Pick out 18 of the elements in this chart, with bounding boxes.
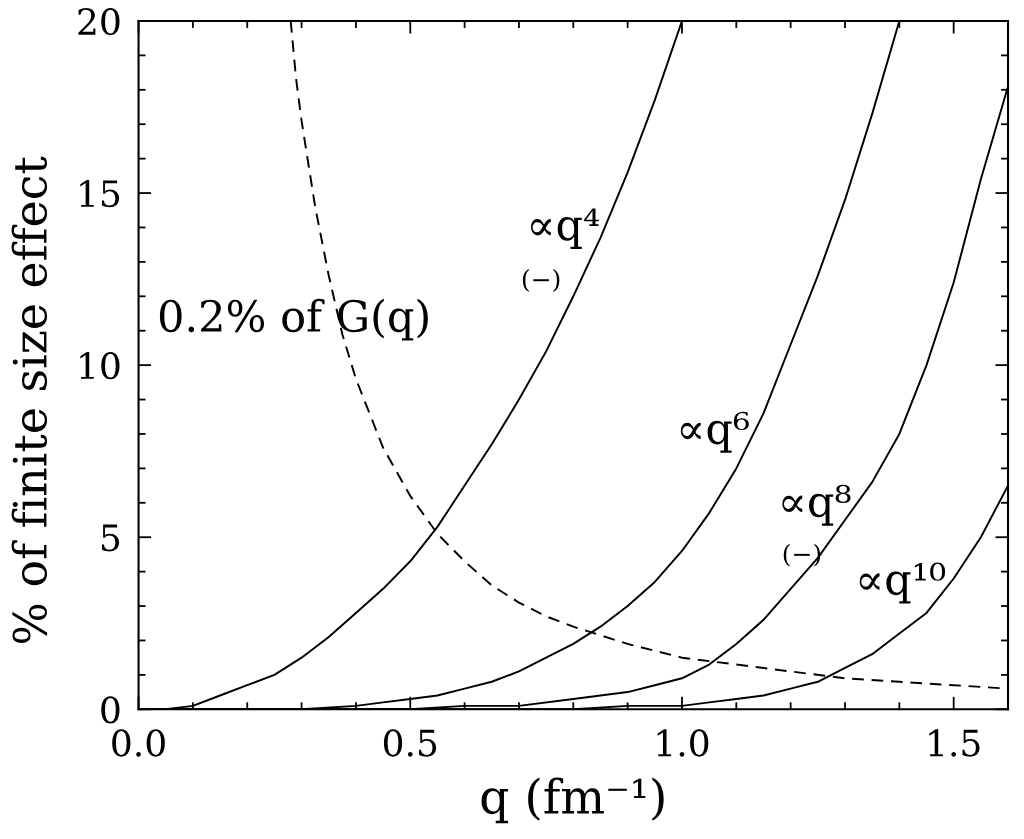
legend-label: ∝q¹⁰ xyxy=(859,562,946,604)
y-axis-title: % of finite size effect xyxy=(11,156,48,644)
series-label: ∝q⁸ xyxy=(782,484,851,526)
x-tick-label: 0.5 xyxy=(383,729,437,757)
x-tick-label: 1.0 xyxy=(657,729,709,757)
annotation: (−) xyxy=(783,543,821,567)
y-tick-label: 20 xyxy=(78,7,120,36)
y-tick-label: 10 xyxy=(80,352,120,380)
x-tick-label: 0.0 xyxy=(112,729,165,757)
annotation: (−) xyxy=(522,269,560,292)
series-label: 0.2% of G(q) xyxy=(159,298,428,341)
x-tick-label: 1.5 xyxy=(929,729,980,757)
series-label: ∝q⁴ xyxy=(530,208,599,249)
series-label: ∝q⁶ xyxy=(680,411,749,453)
y-tick-label: 5 xyxy=(101,524,120,552)
y-tick-label: 0 xyxy=(101,696,120,724)
y-tick-label: 15 xyxy=(80,179,120,208)
x-axis-title: q (fm⁻¹) xyxy=(481,777,664,824)
